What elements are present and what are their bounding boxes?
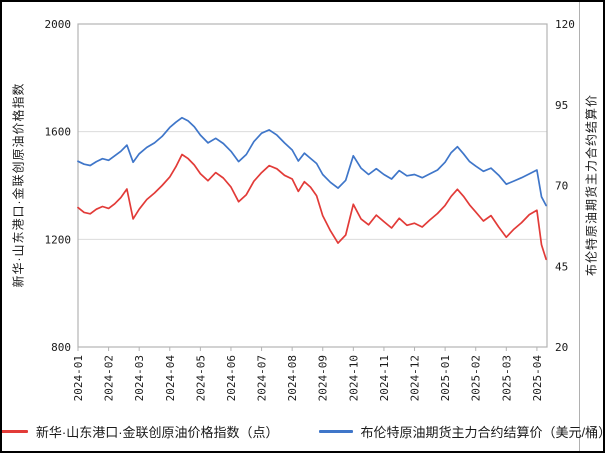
legend-label-index: 新华·山东港口·金联创原油价格指数（点） [35, 425, 279, 440]
x-axis-tick-label: 2024-01 [72, 355, 85, 401]
index-series-line [77, 153, 547, 261]
right-axis-tick-label: 95 [555, 99, 568, 112]
left-axis-title: 新华·山东港口·金联创原油价格指数 [11, 82, 26, 288]
x-axis-tick-label: 2024-05 [194, 355, 207, 401]
x-axis-tick-label: 2024-02 [103, 355, 116, 401]
x-axis-tick-label: 2024-07 [256, 355, 269, 401]
x-axis-tick-label: 2024-11 [378, 355, 391, 401]
x-axis-tick-label: 2024-06 [225, 355, 238, 401]
left-axis-tick-label: 1600 [45, 126, 72, 139]
red-line-swatch-icon [2, 430, 28, 433]
x-axis-tick-label: 2024-08 [286, 355, 299, 401]
x-axis-tick-label: 2024-12 [409, 355, 422, 401]
x-axis-tick-label: 2024-04 [164, 355, 177, 402]
brent-series-line [77, 116, 547, 207]
right-axis-tick-label: 70 [555, 180, 568, 193]
x-axis-tick-label: 2025-04 [531, 355, 544, 402]
right-axis-tick-label: 45 [555, 260, 568, 273]
left-axis-tick-label: 800 [51, 341, 71, 354]
x-axis-tick-label: 2025-02 [470, 355, 483, 401]
plot-frame [77, 23, 548, 348]
x-axis-tick-label: 2025-03 [500, 355, 513, 401]
chart-legend: 新华·山东港口·金联创原油价格指数（点） 布伦特原油期货主力合约结算价（美元/桶… [2, 422, 603, 441]
legend-item-brent: 布伦特原油期货主力合约结算价（美元/桶） [318, 422, 605, 441]
right-axis-tick-label: 20 [555, 341, 568, 354]
right-panel-divider-line [579, 2, 580, 451]
x-axis-tick-label: 2024-09 [317, 355, 330, 401]
x-axis-tick-label: 2024-10 [347, 355, 360, 401]
right-axis-title: 布伦特原油期货主力合约结算价 [584, 93, 599, 277]
right-axis-tick-label: 120 [555, 18, 575, 31]
left-axis-tick-label: 1200 [45, 233, 72, 246]
left-axis-tick-label: 2000 [45, 18, 72, 31]
legend-label-brent: 布伦特原油期货主力合约结算价（美元/桶） [360, 425, 605, 440]
x-axis-tick-label: 2024-03 [133, 355, 146, 401]
x-axis-tick-label: 2025-01 [439, 355, 452, 401]
legend-item-index: 新华·山东港口·金联创原油价格指数（点） [2, 422, 279, 441]
blue-line-swatch-icon [318, 430, 353, 433]
